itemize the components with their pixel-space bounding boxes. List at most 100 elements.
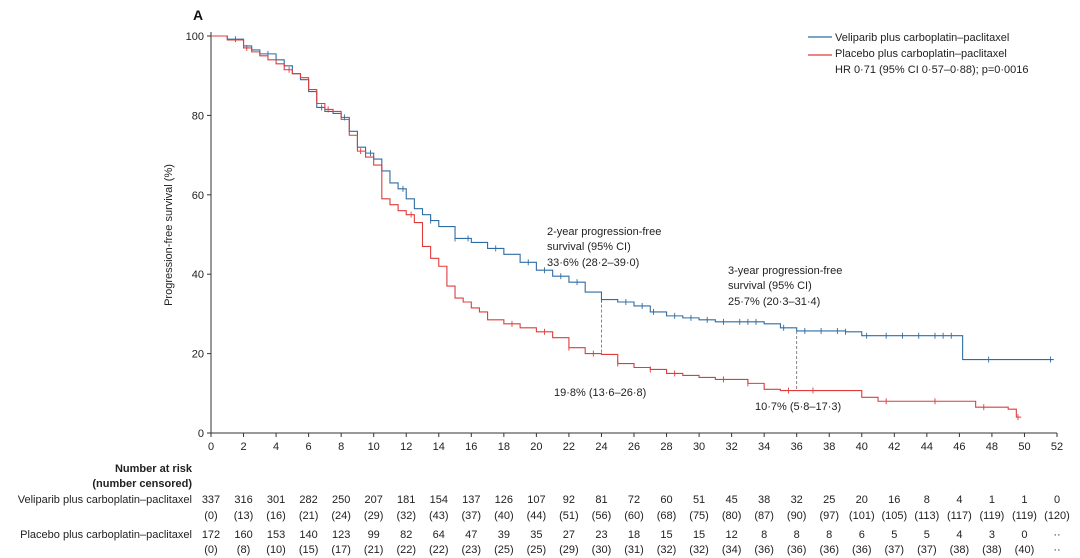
censored-count-placebo: (36)	[787, 544, 807, 556]
risk-count-veliparib: 20	[856, 494, 868, 506]
censored-count-veliparib: (75)	[689, 510, 709, 522]
x-tick-label: 44	[921, 441, 933, 453]
x-tick-label: 16	[465, 441, 477, 453]
x-tick-label: 26	[628, 441, 640, 453]
risk-count-veliparib: 92	[563, 494, 575, 506]
censored-count-placebo: (36)	[852, 544, 872, 556]
risk-count-veliparib: 51	[693, 494, 705, 506]
x-tick-label: 46	[953, 441, 965, 453]
annotation-2yr-line3: 33·6% (28·2–39·0)	[547, 257, 639, 269]
risk-count-placebo: 3	[989, 529, 995, 541]
censored-count-placebo: (40)	[1015, 544, 1035, 556]
risk-count-veliparib: 301	[267, 494, 285, 506]
x-tick-label: 8	[338, 441, 344, 453]
risk-count-placebo: 35	[530, 529, 542, 541]
x-tick-label: 48	[986, 441, 998, 453]
risk-count-veliparib: 1	[1021, 494, 1027, 506]
risk-row-label-veliparib: Veliparib plus carboplatin–paclitaxel	[18, 494, 192, 506]
risk-table-title: Number at risk	[115, 463, 193, 475]
censored-count-veliparib: (80)	[722, 510, 742, 522]
y-tick-label: 40	[192, 269, 204, 281]
censored-count-veliparib: (37)	[462, 510, 482, 522]
risk-count-veliparib: 250	[332, 494, 350, 506]
censored-count-placebo: (23)	[462, 544, 482, 556]
legend: Veliparib plus carboplatin–paclitaxel Pl…	[808, 32, 1029, 76]
risk-count-veliparib: 282	[299, 494, 317, 506]
x-tick-label: 12	[400, 441, 412, 453]
risk-count-placebo: 6	[859, 529, 865, 541]
censored-count-veliparib: (60)	[624, 510, 644, 522]
x-tick-label: 38	[823, 441, 835, 453]
x-tick-label: 24	[595, 441, 607, 453]
survival-curves	[211, 35, 1054, 421]
x-tick-label: 30	[693, 441, 705, 453]
risk-table-subtitle: (number censored)	[92, 478, 192, 490]
risk-values: 337(0)316(13)301(16)282(21)250(24)207(29…	[202, 494, 1070, 556]
censored-count-placebo: (25)	[527, 544, 547, 556]
survival-curve-veliparib	[211, 35, 1054, 361]
censored-count-placebo: (25)	[494, 544, 514, 556]
annotation-2yr-placebo: 19·8% (13·6–26·8)	[554, 387, 646, 399]
risk-count-veliparib: 316	[234, 494, 252, 506]
risk-count-placebo: 23	[595, 529, 607, 541]
risk-count-placebo: 5	[924, 529, 930, 541]
risk-count-placebo: 153	[267, 529, 285, 541]
risk-count-placebo: 8	[826, 529, 832, 541]
censored-count-placebo: (36)	[819, 544, 839, 556]
censored-count-veliparib: (119)	[979, 510, 1004, 522]
y-axis-ticks: 0 20 40 60 80 100	[186, 31, 211, 440]
x-tick-label: 50	[1018, 441, 1030, 453]
y-tick-label: 100	[186, 31, 204, 43]
censored-count-placebo: (31)	[624, 544, 644, 556]
x-tick-label: 32	[725, 441, 737, 453]
censored-count-placebo: (8)	[237, 544, 250, 556]
risk-count-veliparib: 1	[989, 494, 995, 506]
x-tick-label: 22	[563, 441, 575, 453]
annotation-2yr-line2: survival (95% CI)	[547, 241, 631, 253]
risk-count-placebo: 8	[794, 529, 800, 541]
x-tick-label: 34	[758, 441, 770, 453]
hazard-ratio-text: HR 0·71 (95% CI 0·57–0·88); p=0·0016	[835, 64, 1029, 76]
risk-count-placebo: 123	[332, 529, 350, 541]
censored-count-veliparib: (40)	[494, 510, 514, 522]
risk-count-veliparib: 60	[660, 494, 672, 506]
censored-count-placebo: (21)	[364, 544, 384, 556]
censored-count-placebo: (37)	[917, 544, 937, 556]
censored-count-placebo: (38)	[950, 544, 970, 556]
risk-count-veliparib: 25	[823, 494, 835, 506]
censored-count-placebo: (15)	[299, 544, 319, 556]
risk-count-veliparib: 137	[462, 494, 480, 506]
censored-count-placebo: (22)	[396, 544, 416, 556]
annotation-3yr-line1: 3-year progression-free	[728, 265, 842, 277]
censored-count-placebo: (30)	[592, 544, 612, 556]
annotation-texts: 2-year progression-free survival (95% CI)…	[547, 226, 842, 413]
censored-count-placebo: (36)	[754, 544, 774, 556]
censored-count-veliparib: (24)	[331, 510, 351, 522]
y-axis-title: Progression-free survival (%)	[163, 164, 175, 306]
risk-count-placebo: 160	[234, 529, 252, 541]
annotation-2yr-line1: 2-year progression-free	[547, 226, 661, 238]
annotation-3yr-placebo: 10·7% (5·8–17·3)	[755, 401, 841, 413]
risk-count-placebo: 0	[1021, 529, 1027, 541]
censored-count-veliparib: (51)	[559, 510, 579, 522]
annotation-3yr-line2: survival (95% CI)	[728, 280, 812, 292]
x-tick-label: 4	[273, 441, 279, 453]
censored-count-placebo: (34)	[722, 544, 742, 556]
risk-count-veliparib: 72	[628, 494, 640, 506]
risk-count-placebo: 172	[202, 529, 220, 541]
y-tick-label: 0	[198, 428, 204, 440]
legend-label-veliparib: Veliparib plus carboplatin–paclitaxel	[835, 32, 1009, 44]
risk-count-veliparib: 38	[758, 494, 770, 506]
risk-count-placebo: 82	[400, 529, 412, 541]
risk-count-placebo: 64	[433, 529, 445, 541]
risk-count-veliparib: 4	[956, 494, 962, 506]
risk-count-veliparib: 81	[595, 494, 607, 506]
y-tick-label: 60	[192, 190, 204, 202]
risk-row-label-placebo: Placebo plus carboplatin–paclitaxel	[20, 529, 192, 541]
censored-count-placebo: (17)	[331, 544, 351, 556]
annotation-3yr-line3: 25·7% (20·3–31·4)	[728, 296, 820, 308]
risk-count-veliparib: 16	[888, 494, 900, 506]
censored-count-veliparib: (32)	[396, 510, 416, 522]
censored-count-veliparib: (117)	[947, 510, 972, 522]
